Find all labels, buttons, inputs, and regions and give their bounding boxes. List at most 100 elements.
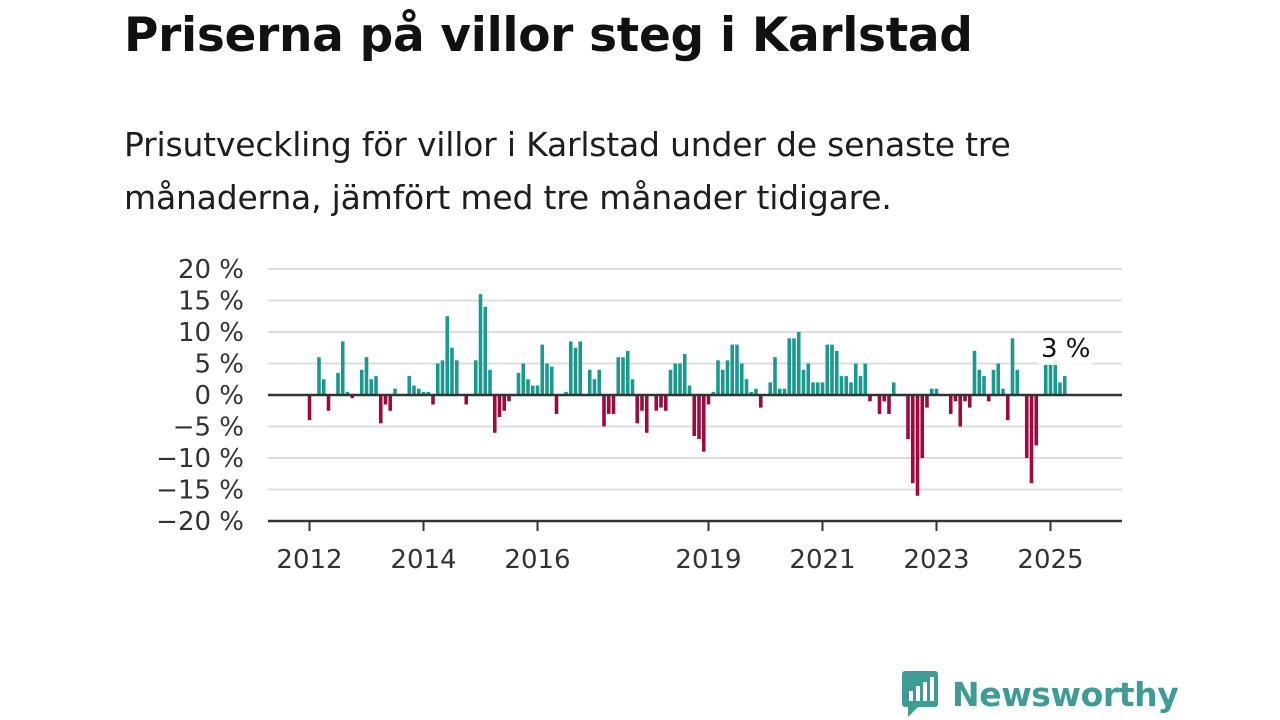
- bar: [378, 395, 383, 424]
- bar: [811, 382, 815, 395]
- bar: [621, 357, 625, 395]
- bar: [687, 385, 692, 395]
- x-tick-label: 2016: [504, 545, 570, 575]
- bar: [706, 395, 711, 405]
- y-tick-label: −20 %: [156, 507, 244, 537]
- bar: [1001, 388, 1005, 395]
- labels: 20 %15 %10 %5 %0 %−5 %−10 %−15 %−20 % 201…: [156, 255, 1098, 575]
- x-tick-label: 2019: [675, 545, 741, 575]
- bar: [858, 376, 863, 395]
- brand-name: Newsworthy: [952, 674, 1179, 714]
- bar: [502, 395, 507, 411]
- y-tick-label: −10 %: [156, 444, 244, 474]
- bar: [815, 382, 820, 395]
- bar: [473, 360, 478, 395]
- bar: [830, 344, 834, 395]
- bar: [393, 388, 397, 395]
- bar: [597, 369, 602, 395]
- bar: [336, 372, 340, 395]
- y-tick-label: 10 %: [178, 318, 244, 348]
- bar: [963, 395, 967, 402]
- newsworthy-logo: Newsworthy: [900, 668, 1179, 720]
- bar: [720, 369, 725, 395]
- bar: [849, 382, 853, 395]
- bar: [359, 369, 364, 395]
- bar: [483, 306, 488, 395]
- last-value-label: 3 %: [1041, 334, 1091, 364]
- bar: [692, 395, 697, 436]
- bar: [996, 363, 1001, 395]
- bar: [773, 357, 777, 395]
- bar: [749, 391, 754, 395]
- y-tick-label: 20 %: [178, 255, 244, 285]
- bar: [986, 395, 991, 402]
- x-tick-label: 2023: [903, 545, 969, 575]
- bar: [573, 347, 578, 395]
- bar: [844, 376, 849, 395]
- bar: [1015, 369, 1020, 395]
- bar: [640, 395, 644, 411]
- bar: [991, 369, 996, 395]
- bar: [701, 395, 706, 452]
- bar: [431, 395, 435, 405]
- bar: [1010, 338, 1015, 395]
- bar: [825, 344, 830, 395]
- bar: [682, 354, 687, 395]
- bar: [464, 395, 469, 405]
- bar: [516, 372, 521, 395]
- y-tick-label: 0 %: [194, 381, 244, 411]
- bar: [592, 379, 597, 395]
- bar: [1024, 395, 1029, 458]
- chart-title: Priserna på villor steg i Karlstad: [124, 8, 973, 63]
- bar: [906, 395, 910, 440]
- bar: [454, 360, 459, 395]
- bar: [369, 379, 374, 395]
- bar: [497, 395, 502, 418]
- bar: [882, 395, 887, 402]
- bar: [725, 360, 730, 395]
- bar: [958, 395, 963, 427]
- bar: [678, 363, 682, 395]
- x-tick-label: 2021: [789, 545, 855, 575]
- bar: [977, 369, 982, 395]
- y-tick-label: 15 %: [178, 287, 244, 317]
- bar: [1053, 360, 1058, 395]
- bar: [507, 395, 511, 402]
- bar: [782, 388, 787, 395]
- bar: [1048, 363, 1053, 395]
- bar: [611, 395, 616, 414]
- bar: [445, 316, 450, 395]
- bar: [834, 350, 839, 395]
- bar: [326, 395, 331, 411]
- bar: [972, 350, 977, 395]
- bar: [806, 363, 811, 395]
- bar: [915, 395, 920, 496]
- bar: [535, 385, 540, 395]
- bar: [407, 376, 412, 395]
- bar: [654, 395, 659, 411]
- bar: [668, 369, 673, 395]
- bar: [635, 395, 640, 424]
- chart-subtitle: Prisutveckling för villor i Karlstad und…: [124, 125, 1011, 217]
- y-tick-label: −5 %: [173, 413, 244, 443]
- bar: [540, 344, 545, 395]
- bar: [564, 391, 568, 395]
- bar: [853, 363, 858, 395]
- bar: [568, 341, 573, 395]
- bar: [412, 385, 416, 395]
- bar: [364, 357, 369, 395]
- bar: [787, 338, 792, 395]
- bar: [1034, 395, 1039, 446]
- bar: [526, 379, 530, 395]
- bar: [440, 360, 445, 395]
- price-change-bar-chart: 20 %15 %10 %5 %0 %−5 %−10 %−15 %−20 % 201…: [156, 255, 1122, 575]
- bar: [820, 382, 825, 395]
- x-tick-label: 2025: [1017, 545, 1083, 575]
- bar: [549, 366, 554, 395]
- y-tick-label: 5 %: [194, 350, 244, 380]
- bar: [1005, 395, 1010, 421]
- bar: [616, 357, 621, 395]
- bar: [934, 388, 939, 395]
- bar: [953, 395, 958, 402]
- bar: [421, 391, 426, 395]
